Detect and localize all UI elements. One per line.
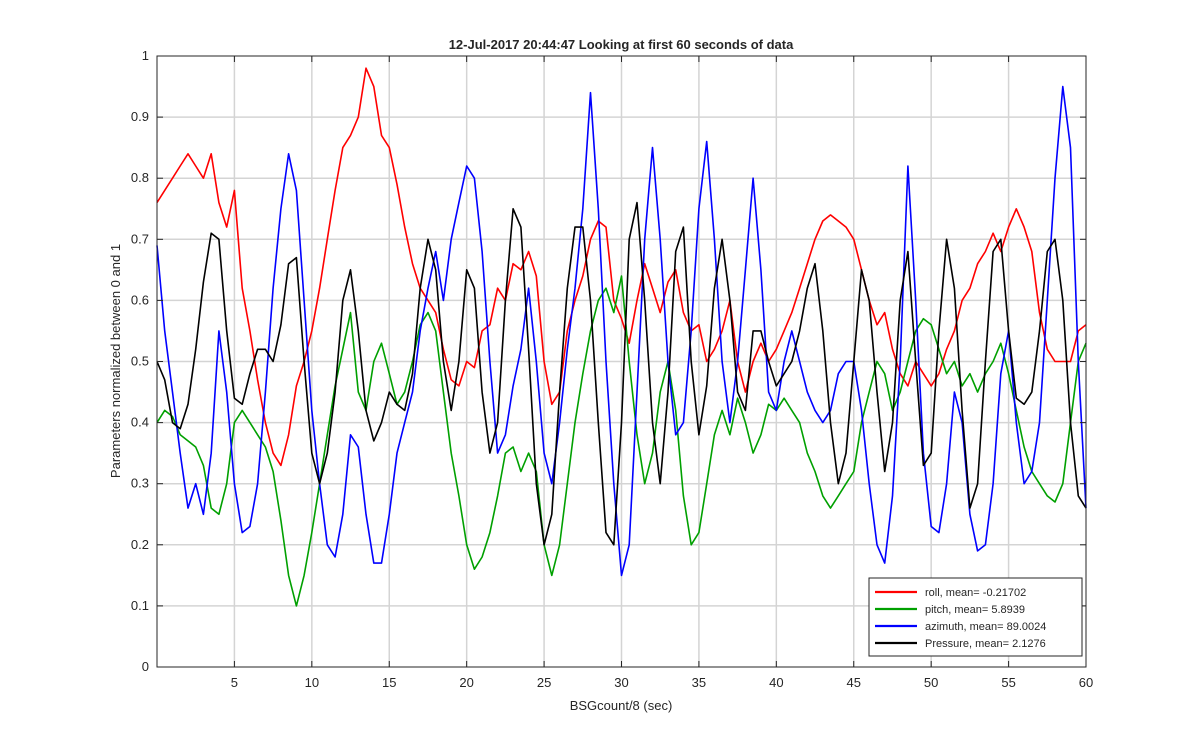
series-group xyxy=(156,67,1087,607)
x-tick-label: 55 xyxy=(1001,675,1015,690)
x-tick-label: 45 xyxy=(847,675,861,690)
y-tick-label: 0.9 xyxy=(131,109,149,124)
x-tick-label: 25 xyxy=(537,675,551,690)
y-tick-label: 0.7 xyxy=(131,231,149,246)
x-tick-label: 50 xyxy=(924,675,938,690)
legend-entry-0: roll, mean= -0.21702 xyxy=(925,587,1026,599)
chart-title: 12-Jul-2017 20:44:47 Looking at first 60… xyxy=(449,37,794,52)
y-tick-label: 0.3 xyxy=(131,476,149,491)
grid xyxy=(157,56,1086,667)
ticks: 5 10 15 20 25 30 35 40 45 50 55 60 0 0.1 0.2 0.3 0.4 0.5 0… xyxy=(131,48,1093,690)
y-tick-label: 1 xyxy=(142,48,149,63)
x-axis-label: BSGcount/8 (sec) xyxy=(570,698,673,713)
series-line-1 xyxy=(156,275,1087,607)
y-axis-label: Parameters normalized between 0 and 1 xyxy=(108,244,123,478)
y-tick-label: 0.5 xyxy=(131,354,149,369)
x-tick-label: 30 xyxy=(614,675,628,690)
legend: roll, mean= -0.21702 pitch, mean= 5.8939 a… xyxy=(868,577,1083,657)
y-tick-label: 0.8 xyxy=(131,170,149,185)
x-tick-label: 40 xyxy=(769,675,783,690)
y-tick-label: 0.6 xyxy=(131,292,149,307)
y-tick-label: 0 xyxy=(142,659,149,674)
x-tick-label: 60 xyxy=(1079,675,1093,690)
x-tick-label: 20 xyxy=(459,675,473,690)
x-tick-label: 15 xyxy=(382,675,396,690)
series-line-0 xyxy=(156,67,1087,467)
series-line-2 xyxy=(156,85,1087,577)
y-tick-label: 0.2 xyxy=(131,537,149,552)
x-tick-label: 35 xyxy=(692,675,706,690)
x-tick-label: 5 xyxy=(231,675,238,690)
legend-entry-1: pitch, mean= 5.8939 xyxy=(925,604,1025,616)
y-tick-label: 0.4 xyxy=(131,415,149,430)
series-line-3 xyxy=(156,201,1087,546)
x-tick-label: 10 xyxy=(305,675,319,690)
y-tick-label: 0.1 xyxy=(131,598,149,613)
legend-entry-2: azimuth, mean= 89.0024 xyxy=(925,621,1046,633)
legend-entry-3: Pressure, mean= 2.1276 xyxy=(925,638,1046,650)
